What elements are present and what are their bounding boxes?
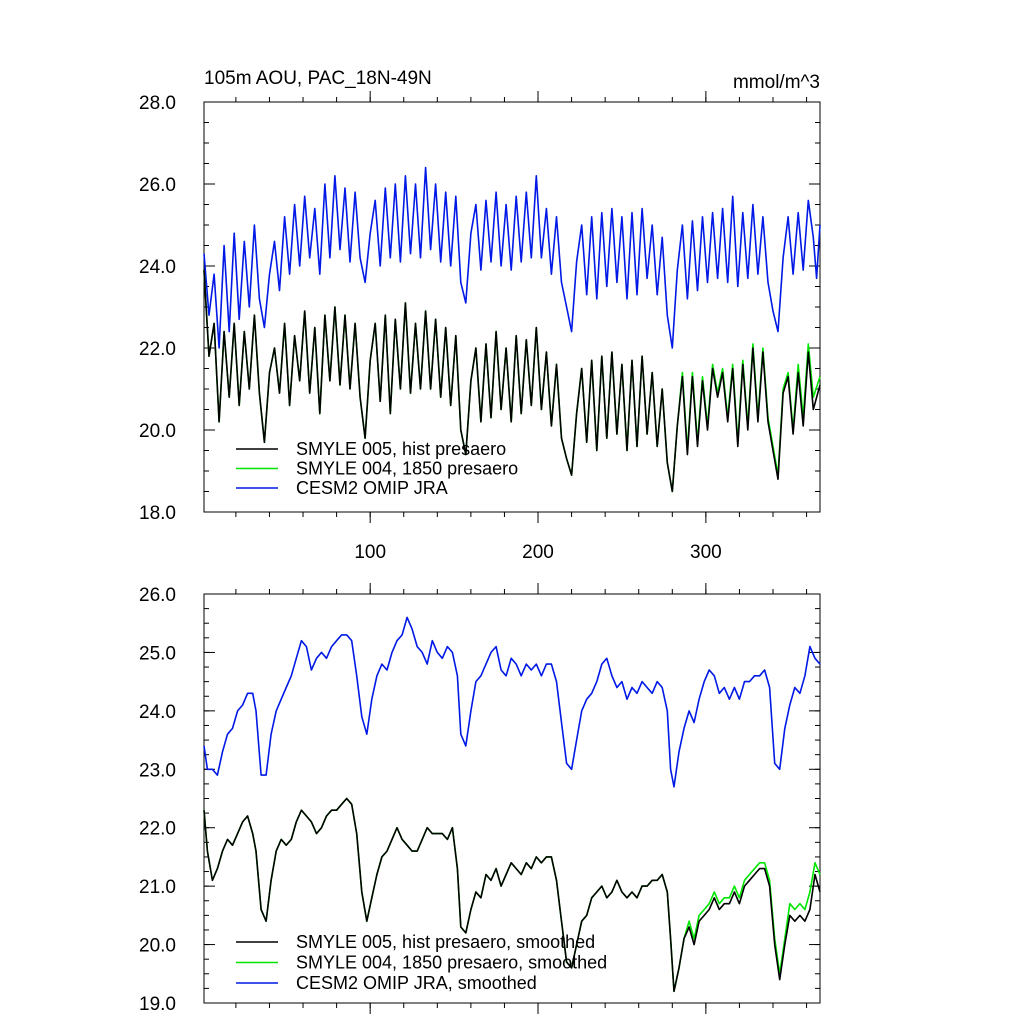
y-tick-label: 19.0: [139, 994, 176, 1015]
legend-label: SMYLE 004, 1850 presaero: [296, 459, 518, 479]
legend-label: SMYLE 005, hist presaero, smoothed: [296, 932, 595, 952]
series-line-1: [203, 270, 821, 493]
legend-label: CESM2 OMIP JRA, smoothed: [296, 973, 537, 993]
y-tick-label: 20.0: [139, 421, 176, 442]
y-tick-label: 22.0: [139, 819, 176, 840]
top-ticks: 18.0 20.0 22.0 24.0 26.0 28.0 100 200 300: [139, 91, 820, 563]
y-tick-label: 23.0: [139, 760, 176, 781]
y-tick-label: 20.0: [139, 936, 176, 957]
bottom-legend: SMYLE 005, hist presaero, smoothedSMYLE …: [236, 932, 607, 993]
x-tick-label: 300: [690, 542, 722, 563]
legend-label: CESM2 OMIP JRA: [296, 478, 448, 498]
top-panel-units: mmol/m^3: [733, 72, 820, 93]
top-panel-title: 105m AOU, PAC_18N-49N: [204, 68, 432, 89]
y-tick-label: 28.0: [139, 93, 176, 114]
y-tick-label: 24.0: [139, 702, 176, 723]
y-tick-label: 21.0: [139, 877, 176, 898]
y-tick-label: 24.0: [139, 257, 176, 278]
x-tick-label: 100: [354, 542, 386, 563]
series-line-3: [203, 166, 821, 349]
top-panel: 105m AOU, PAC_18N-49N mmol/m^3 18.0 20.0 2…: [139, 68, 821, 563]
series-line-1: [203, 797, 821, 993]
y-tick-label: 26.0: [139, 175, 176, 196]
series-line-3: [203, 616, 821, 788]
y-tick-label: 22.0: [139, 339, 176, 360]
legend-label: SMYLE 005, hist presaero: [296, 439, 506, 459]
bottom-series-lines: [203, 616, 821, 993]
y-tick-label: 18.0: [139, 503, 176, 524]
x-tick-label: 200: [522, 542, 554, 563]
bottom-panel: 19.0 20.0 21.0 22.0 23.0 24.0 25.0 26.0 SMYLE 0…: [139, 583, 821, 1015]
top-series-lines: [203, 166, 821, 493]
bottom-ticks: 19.0 20.0 21.0 22.0 23.0 24.0 25.0 26.0: [139, 583, 820, 1015]
legend-label: SMYLE 004, 1850 presaero, smoothed: [296, 953, 607, 973]
y-tick-label: 25.0: [139, 643, 176, 664]
y-tick-label: 26.0: [139, 585, 176, 606]
